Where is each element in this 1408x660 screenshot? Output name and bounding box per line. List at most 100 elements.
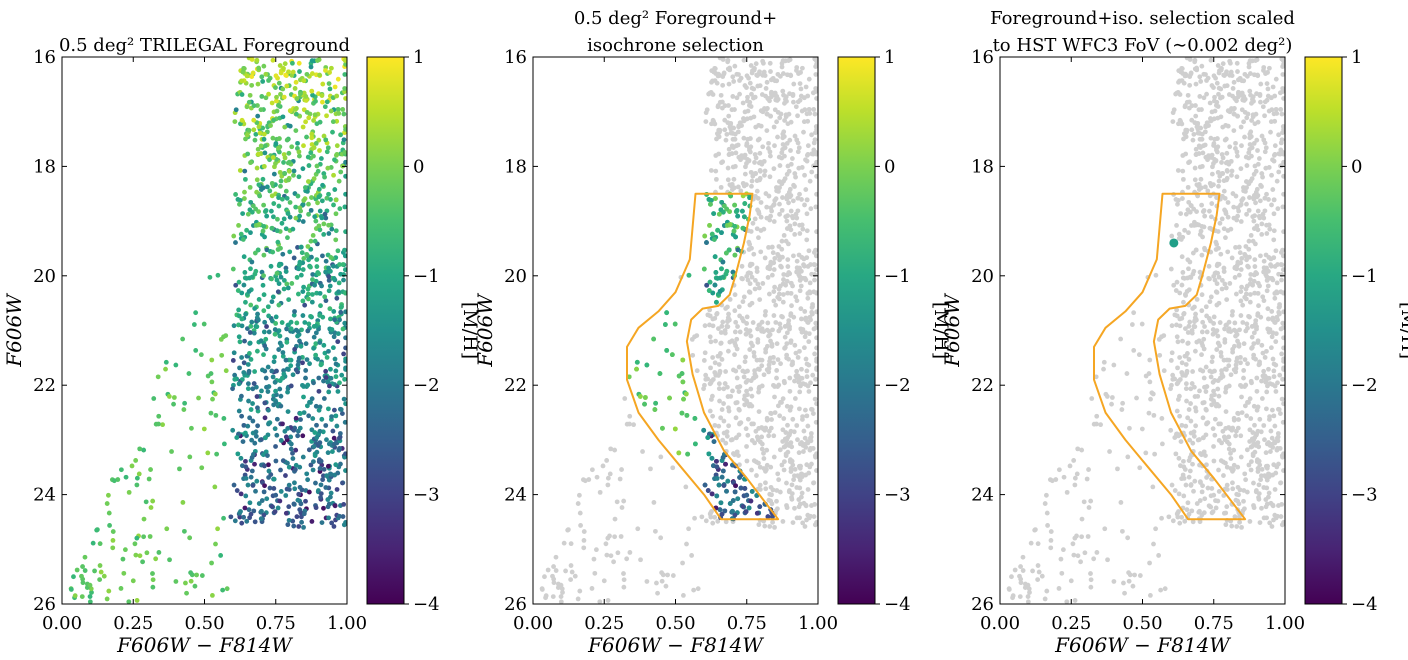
star-point: [797, 389, 803, 395]
star-point: [1238, 298, 1244, 304]
star-point: [1125, 535, 1131, 541]
star-point: [761, 226, 767, 232]
star-point: [764, 415, 770, 421]
star-point: [1124, 371, 1130, 376]
star-point: [1209, 201, 1215, 206]
star-point: [1184, 368, 1190, 374]
star-point: [1079, 447, 1085, 453]
star-point: [1227, 281, 1233, 286]
star-point: [334, 295, 340, 301]
star-point: [737, 91, 742, 97]
star-point: [144, 550, 150, 556]
star-point: [324, 355, 330, 360]
star-point: [333, 228, 339, 234]
star-point: [789, 495, 794, 500]
star-point: [1219, 278, 1225, 283]
star-point: [1202, 496, 1208, 502]
star-point: [742, 171, 748, 177]
star-point: [658, 454, 664, 460]
star-point: [615, 550, 621, 556]
star-point: [1281, 358, 1285, 364]
star-point: [1170, 518, 1176, 524]
star-point: [708, 339, 714, 345]
star-point: [1238, 267, 1244, 272]
star-point: [136, 471, 142, 477]
star-point: [1181, 493, 1187, 499]
star-point: [1269, 334, 1275, 340]
star-point: [1241, 375, 1246, 381]
selected-star-point: [734, 208, 740, 213]
star-point: [1222, 339, 1228, 345]
star-point: [776, 154, 782, 160]
star-point: [1187, 82, 1193, 88]
star-point: [273, 160, 278, 166]
x-axis-label: F606W − F814W: [1054, 633, 1231, 657]
star-point: [251, 117, 257, 123]
star-point: [156, 421, 161, 427]
star-point: [1198, 79, 1204, 84]
star-point: [171, 401, 176, 407]
star-point: [311, 145, 317, 151]
star-point: [271, 171, 277, 177]
selected-star-point: [683, 391, 689, 397]
star-point: [1257, 93, 1263, 98]
star-point: [1170, 376, 1176, 382]
star-point: [250, 483, 256, 488]
star-point: [326, 348, 331, 354]
star-point: [1189, 117, 1195, 123]
star-point: [286, 464, 292, 470]
star-point: [775, 109, 781, 115]
star-point: [1177, 377, 1183, 382]
star-point: [273, 73, 279, 79]
star-point: [779, 64, 785, 70]
selected-star-point: [769, 514, 775, 520]
star-point: [746, 102, 752, 108]
star-point: [1230, 86, 1236, 91]
star-point: [780, 195, 785, 200]
star-point: [1185, 184, 1191, 190]
star-point: [273, 321, 279, 326]
star-point: [1190, 250, 1196, 256]
star-point: [260, 125, 266, 131]
star-point: [777, 115, 783, 121]
star-point: [814, 468, 818, 473]
star-point: [1248, 232, 1254, 238]
star-point: [261, 136, 267, 142]
star-point: [1269, 441, 1275, 447]
star-point: [761, 456, 767, 461]
scaled-selected-star: [1169, 238, 1179, 248]
star-point: [290, 60, 295, 66]
star-point: [271, 486, 277, 491]
star-point: [249, 209, 255, 215]
star-point: [777, 447, 783, 453]
star-point: [1126, 578, 1132, 584]
star-point: [563, 568, 568, 574]
star-point: [309, 58, 315, 64]
star-point: [310, 416, 316, 421]
star-point: [810, 304, 815, 310]
star-point: [305, 328, 311, 334]
star-point: [275, 505, 281, 511]
star-point: [1191, 384, 1197, 390]
star-point: [1196, 338, 1202, 344]
star-point: [106, 510, 112, 516]
star-point: [719, 357, 725, 362]
star-point: [236, 223, 241, 228]
star-point: [1281, 159, 1285, 165]
star-point: [301, 410, 307, 416]
star-point: [771, 454, 777, 460]
star-point: [118, 467, 124, 473]
selected-star-point: [642, 401, 647, 407]
star-point: [1264, 265, 1269, 271]
star-point: [322, 104, 328, 110]
star-point: [710, 355, 716, 360]
star-point: [248, 323, 254, 329]
star-point: [1148, 396, 1153, 402]
star-point: [619, 467, 624, 472]
y-axis-label: F606W: [940, 293, 964, 368]
star-point: [765, 320, 771, 326]
star-point: [249, 274, 255, 280]
star-point: [1251, 218, 1257, 224]
star-point: [330, 428, 336, 434]
